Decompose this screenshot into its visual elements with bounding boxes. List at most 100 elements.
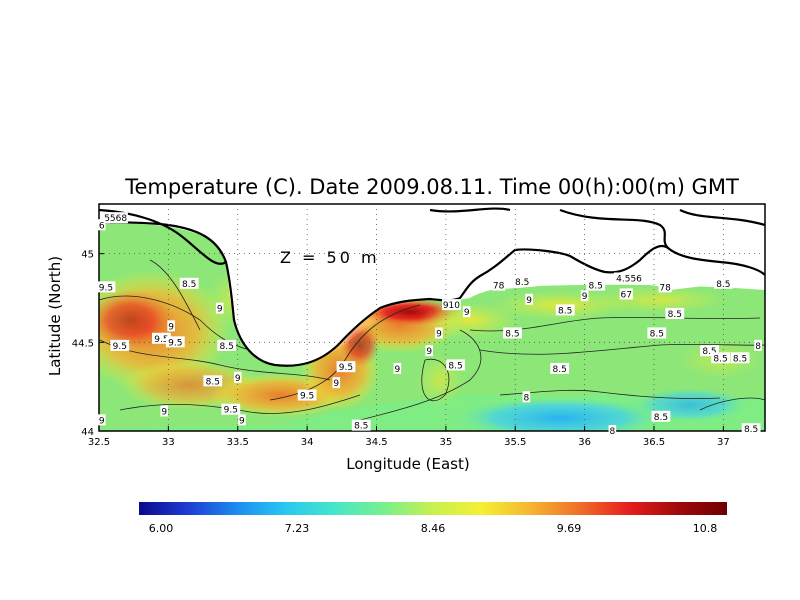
land-mask [99,204,765,366]
contour-label: 9.5 [339,363,353,373]
contour-label-bg [754,339,762,351]
contour-label-bg [580,290,589,302]
y-tick-label: 45 [81,250,94,261]
contour-label: 9 [426,347,432,357]
y-tick-label: 44.5 [72,338,94,349]
contour-label: 8.5 [668,310,682,320]
contour-label-bg [503,327,522,339]
contour-label: 8.5 [744,425,758,435]
x-tick-label: 36.5 [643,437,665,448]
x-axis-label: Longitude (East) [346,455,469,473]
contour-label: 8.5 [589,282,603,292]
contour-label-bg [614,272,645,284]
contour-label: 5568 [104,214,127,224]
colorbar-label: 8.46 [421,522,446,535]
contour-label-bg [512,276,532,288]
contour-label: 9 [235,374,241,384]
x-tick-label: 32.5 [88,437,110,448]
y-tick-label: 44 [81,427,94,438]
contour-label: 8.5 [702,347,716,357]
contour-label: 4.556 [616,274,642,284]
contour-label-bg [522,391,531,403]
contour-label: 78 [659,283,671,293]
chart-title: Temperature (C). Date 2009.08.11. Time 0… [124,175,739,199]
gridlines [99,204,765,431]
x-tick-label: 35.5 [504,437,526,448]
contour-label: 9.5 [300,392,314,402]
contour-label: 9 [464,308,470,318]
contour-label-bg [442,299,461,311]
contour-label: 6 [99,221,105,231]
contour-label-bg [651,410,671,422]
contour-label-bg [233,371,242,383]
contour-label-bg [97,219,106,231]
contour-label-bg [586,279,606,291]
contour-label: 8.5 [552,365,566,375]
contour-label: 9 [394,365,400,375]
contour-label: 9 [168,322,174,332]
contour-label-bg [525,293,533,305]
contour-label: 9.5 [154,335,168,345]
contour-label: 9.5 [99,283,113,293]
contour-label-bg [297,389,317,401]
contour-label: 9 [239,416,245,426]
contour-label: 9 [333,379,339,389]
contour-label-bg [741,423,761,435]
colorbar [139,502,727,515]
x-tick-label: 34 [301,437,314,448]
contour-label: 8 [523,393,529,403]
contour-label-bg [608,425,617,436]
x-tick-label: 35 [440,437,453,448]
depth-label: Z = 50 m [280,248,380,267]
contour-label-bg [351,419,371,431]
contour-label: 9.5 [168,338,182,348]
contour-label-bg [665,307,685,319]
contour-label: 67 [621,290,632,300]
colorbar-label: 10.8 [693,522,718,535]
contour-label-bg [446,359,465,371]
contour-labels: 7556869.59.59.599.58.598.58.599.59999.59… [96,212,762,437]
x-tick-label: 34.5 [365,437,387,448]
contour-label-bg [555,304,575,316]
contour-label-bg [700,345,719,357]
contour-label-bg [103,212,128,224]
contour-label: 9 [526,296,532,306]
contour-label: 8.5 [733,354,747,364]
contour-label-bg [492,279,506,291]
contour-label: 8.5 [654,413,668,423]
contour-label-bg [97,414,106,426]
contour-label-bg [713,277,733,289]
contour-label: 9.5 [224,406,238,416]
contour-label: 8 [610,427,616,437]
colorbar-label: 6.00 [149,522,174,535]
contour-label-bg [203,375,223,387]
y-axis-label: Latitude (North) [46,256,64,376]
contour-label-bg [215,302,224,314]
contour-label: 8.5 [448,361,462,371]
contour-label: 8.5 [354,422,368,432]
contour-label-bg [658,281,672,293]
contour-label: 910 [443,301,460,311]
contour-label: 8.5 [219,342,233,352]
contour-label-bg [336,361,356,373]
contour-label-bg [167,320,175,332]
contour-label: 8.5 [650,329,664,339]
contour-label-bg [110,339,130,351]
contour-label-bg [647,327,667,339]
contour-label: 9.5 [113,342,127,352]
contour-label-bg [165,336,185,348]
contour-label-bg [393,362,402,374]
contour-label-bg [160,405,169,417]
contour-label-bg [711,352,730,364]
colorbar-label: 9.69 [557,522,582,535]
y-axis-ticks: 44 44.5 45 [72,250,104,438]
contour-label-bg [425,345,434,357]
contour-label-bg [332,377,341,389]
contour-label: 8.5 [713,354,727,364]
colorbar-labels: 6.00 7.23 8.46 9.69 10.8 [149,522,718,535]
contour-label: 8 [755,342,761,352]
contour-label: 8.5 [206,377,220,387]
contour-label: 9 [436,329,442,339]
contour-label-bg [179,277,199,289]
